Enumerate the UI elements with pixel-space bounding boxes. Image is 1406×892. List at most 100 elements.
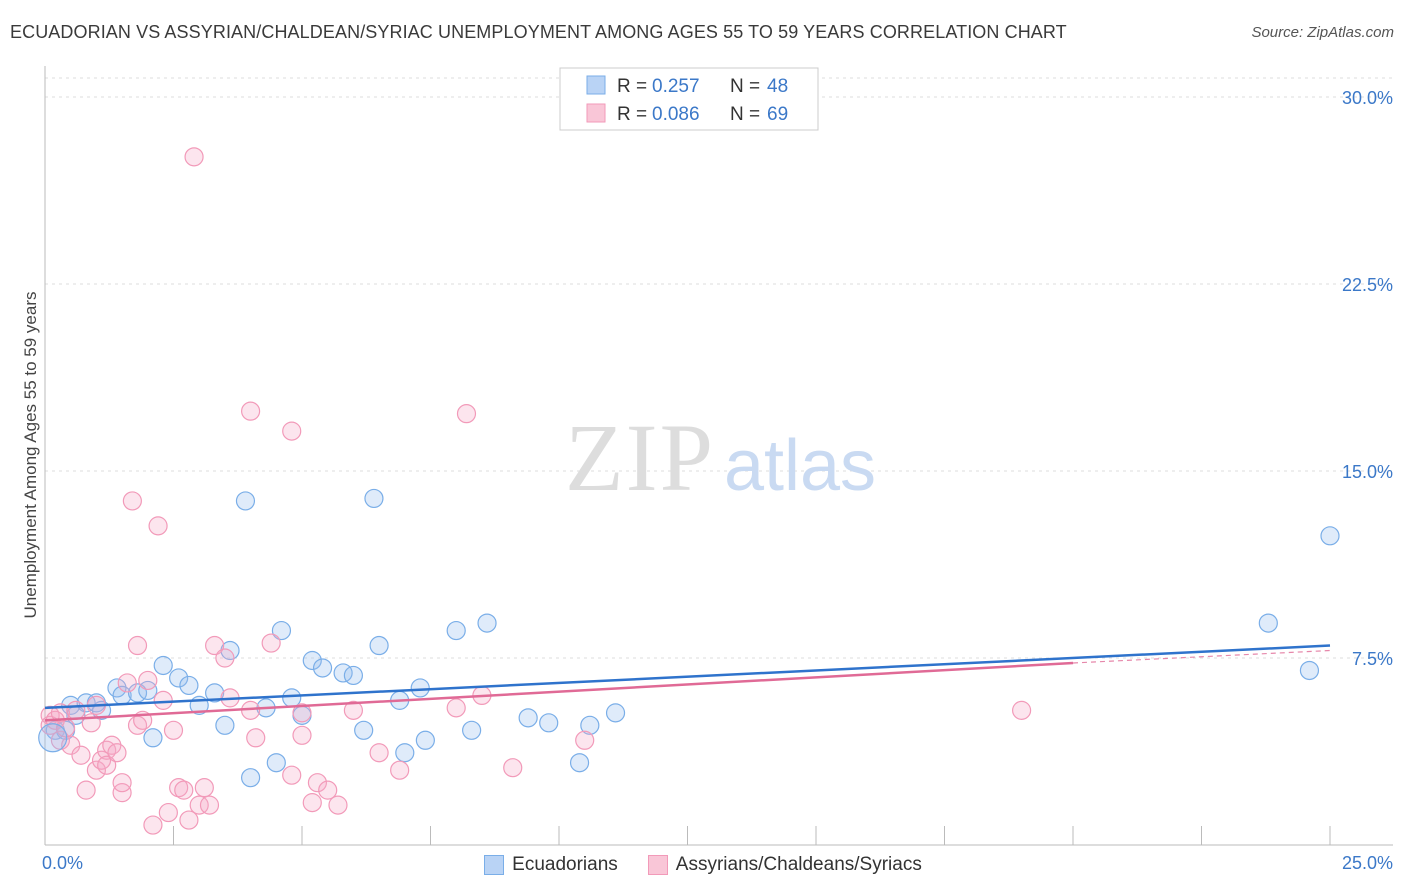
ecuadorian-point-39: [477, 613, 497, 633]
assyrian-point-27: [148, 516, 168, 536]
assyrian-point-43: [246, 728, 266, 748]
assyrians-swatch: [647, 855, 668, 875]
assyrian-point-59: [503, 758, 523, 778]
ecuadorian-point-22: [266, 753, 286, 773]
ecuadorian-point-41: [539, 713, 559, 733]
assyrian-point-39: [215, 648, 235, 668]
ecuadorian-point-12: [153, 655, 173, 676]
ecuadorian-point-13: [169, 668, 189, 688]
legend-r-value-1: 0.257: [652, 76, 700, 97]
assyrian-point-31: [169, 778, 189, 798]
assyrian-point-55: [390, 760, 410, 780]
ecuadorian-point-30: [354, 720, 374, 740]
assyrian-point-15: [97, 755, 117, 775]
assyrian-point-60: [575, 730, 595, 750]
assyrian-point-51: [318, 780, 338, 800]
assyrians-label: Assyrians/Chaldeans/Syriacs: [675, 854, 922, 875]
grid: [44, 66, 1393, 846]
watermark-zip: ZIP: [565, 404, 715, 511]
ecuadorian-point-35: [410, 678, 430, 698]
legend-r-value-2: 0.086: [652, 104, 700, 125]
legend-n-label-2: N =: [730, 104, 760, 125]
ecuadorian-point-38: [462, 720, 482, 740]
assyrian-point-8: [71, 745, 91, 765]
assyrian-point-49: [302, 793, 322, 813]
ecuadorian-point-36: [415, 730, 435, 750]
trend-lines: [44, 644, 1331, 722]
assyrian-point-42: [241, 401, 261, 421]
ecuadorian-point-44: [605, 703, 626, 723]
assyrian-point-26: [143, 815, 163, 835]
ecuadorian-point-43: [580, 715, 600, 735]
y-tick-label-1: 15.0%: [1342, 462, 1393, 482]
assyrian-point-48: [292, 725, 312, 745]
assyrian-point-17: [107, 743, 127, 763]
assyrian-point-56: [446, 698, 466, 718]
y-tick-label-2: 22.5%: [1342, 275, 1393, 295]
assyrian-point-29: [158, 802, 178, 823]
ecuadorian-point-32: [369, 635, 389, 656]
assyrian-point-20: [117, 673, 137, 693]
source-label: Source: ZipAtlas.com: [1251, 24, 1394, 41]
chart-title: ECUADORIAN VS ASSYRIAN/CHALDEAN/SYRIAC U…: [10, 22, 1067, 42]
ecuadorian-point-16: [205, 683, 225, 703]
assyrian-point-52: [328, 795, 348, 815]
ecuadorian-point-46: [1299, 660, 1320, 681]
assyrian-point-7: [66, 700, 86, 720]
legend-swatch-ecuadorians: [586, 75, 606, 95]
assyrian-point-30: [163, 720, 184, 740]
correlation-legend: R = 0.257 N = 48 R = 0.086 N = 69: [559, 67, 819, 131]
assyrian-point-50: [307, 773, 328, 793]
assyrian-point-53: [343, 700, 363, 720]
ecuadorian-point-20: [241, 768, 261, 788]
assyrian-point-38: [205, 635, 225, 656]
y-axis-tick-labels: 7.5% 15.0% 22.5% 30.0%: [1342, 88, 1393, 669]
y-tick-label-3: 30.0%: [1342, 88, 1393, 108]
assyrian-point-47: [292, 703, 312, 723]
x-tick-label-min: 0.0%: [42, 853, 83, 873]
ecuadorians-swatch: [484, 855, 505, 875]
series-legend: Ecuadorians Assyrians/Chaldeans/Syriacs: [0, 852, 1406, 878]
assyrian-point-18: [112, 783, 132, 803]
assyrian-trend-extension: [1072, 649, 1331, 664]
ecuadorian-cluster-point: [38, 723, 68, 753]
assyrian-point-21: [122, 491, 142, 511]
legend-r-label-2: R =: [617, 104, 647, 125]
assyrian-point-28: [153, 690, 173, 710]
ecuadorian-point-45: [1258, 613, 1278, 633]
ecuadorian-point-29: [343, 665, 363, 686]
ecuadorian-point-40: [518, 708, 538, 728]
assyrian-point-25: [138, 670, 158, 691]
ecuadorian-point-23: [271, 620, 292, 641]
assyrian-point-34: [184, 147, 204, 167]
assyrian-point-37: [199, 795, 220, 815]
assyrian-point-35: [189, 795, 209, 815]
ecuadorian-point-42: [569, 753, 590, 773]
legend-r-label-1: R =: [617, 76, 647, 97]
assyrian-trend-line: [44, 661, 1074, 722]
assyrian-point-36: [194, 778, 214, 798]
ecuadorian-point-19: [235, 491, 256, 511]
data-points: [38, 147, 1340, 835]
ecuadorian-point-11: [143, 728, 163, 748]
assyrian-point-61: [1011, 700, 1032, 720]
assyrian-point-45: [282, 765, 302, 785]
watermark-atlas: atlas: [724, 426, 876, 506]
ecuadorian-point-17: [215, 715, 235, 735]
assyrian-point-54: [369, 743, 389, 763]
ecuadorian-point-26: [302, 650, 322, 671]
ecuadorian-point-34: [395, 743, 415, 763]
ecuadorian-point-31: [364, 488, 384, 509]
legend-swatch-assyrians: [586, 103, 606, 123]
ecuadorians-label: Ecuadorians: [512, 854, 618, 875]
assyrian-point-44: [261, 633, 281, 653]
y-tick-label-0: 7.5%: [1352, 649, 1393, 669]
legend-item-assyrians[interactable]: Assyrians/Chaldeans/Syriacs: [647, 852, 922, 878]
assyrian-point-57: [456, 404, 477, 424]
x-tick-label-max: 25.0%: [1342, 853, 1393, 873]
assyrian-point-12: [86, 760, 107, 780]
assyrian-point-32: [174, 780, 194, 800]
x-axis-ticks: [173, 826, 1331, 845]
legend-item-ecuadorians[interactable]: Ecuadorians: [484, 852, 618, 878]
